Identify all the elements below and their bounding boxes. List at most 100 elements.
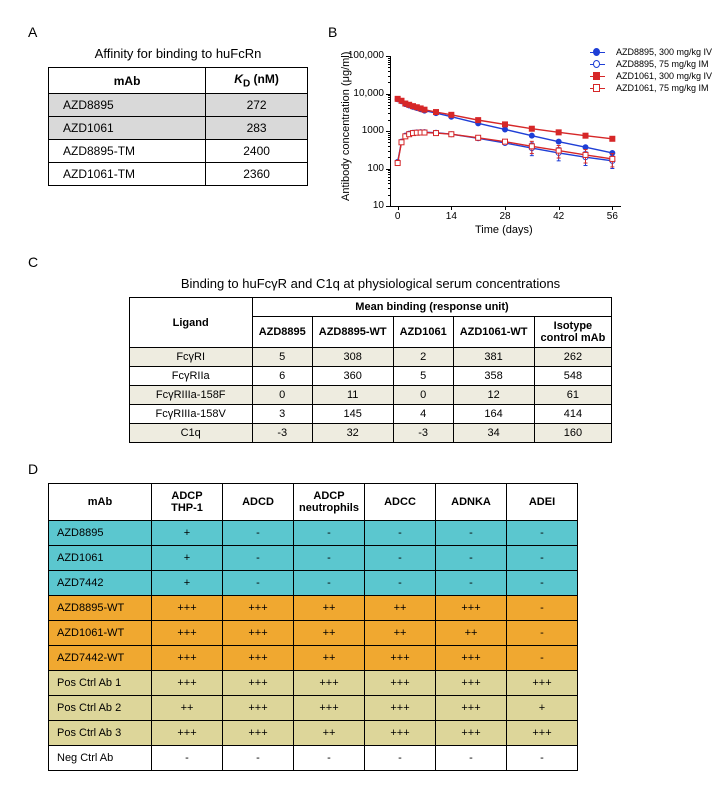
cell-value: ++ <box>294 596 365 621</box>
cell-value: 61 <box>534 386 612 405</box>
cell-kd: 2400 <box>206 140 308 163</box>
cell-value: - <box>365 746 436 771</box>
cell-value: - <box>294 571 365 596</box>
cell-kd: 283 <box>206 117 308 140</box>
cell-value: ++ <box>365 621 436 646</box>
cell-value: 5 <box>252 348 312 367</box>
cell-ligand: FcγRIIa <box>129 367 252 386</box>
panel-c: C Binding to huFcγR and C1q at physiolog… <box>28 254 693 443</box>
cell-ligand: C1q <box>129 424 252 443</box>
cell-value: 160 <box>534 424 612 443</box>
legend-label: AZD8895, 300 mg/kg IV <box>616 46 712 58</box>
table-c-row: FcγRI53082381262 <box>129 348 612 367</box>
table-a-row: AZD1061283 <box>49 117 308 140</box>
table-d-h1: ADCPTHP-1 <box>152 484 223 521</box>
cell-mab: AZD8895 <box>49 94 206 117</box>
cell-value: 381 <box>453 348 534 367</box>
cell-value: - <box>507 596 578 621</box>
cell-value: - <box>507 521 578 546</box>
cell-value: 358 <box>453 367 534 386</box>
cell-mab: AZD8895-WT <box>49 596 152 621</box>
cell-value: - <box>294 546 365 571</box>
cell-value: +++ <box>365 646 436 671</box>
cell-value: +++ <box>436 596 507 621</box>
top-row: A Affinity for binding to huFcRn mAb KD … <box>28 20 693 236</box>
x-axis-title: Time (days) <box>475 224 533 236</box>
table-c-col1: AZD8895 <box>252 317 312 348</box>
cell-value: ++ <box>294 721 365 746</box>
chart-b-svg <box>328 46 630 216</box>
table-a-row: AZD8895-TM2400 <box>49 140 308 163</box>
table-c-col3: AZD1061 <box>393 317 453 348</box>
table-c-header-ligand: Ligand <box>129 298 252 348</box>
cell-mab: Pos Ctrl Ab 1 <box>49 671 152 696</box>
table-c-col2: AZD8895-WT <box>312 317 393 348</box>
cell-mab: AZD1061 <box>49 117 206 140</box>
cell-value: ++ <box>294 621 365 646</box>
cell-value: - <box>294 521 365 546</box>
panel-a-title: Affinity for binding to huFcRn <box>48 46 308 61</box>
cell-value: ++ <box>436 621 507 646</box>
cell-value: - <box>365 571 436 596</box>
cell-value: +++ <box>365 671 436 696</box>
legend-item: AZD1061, 300 mg/kg IV <box>590 70 712 82</box>
panel-d: D mAb ADCPTHP-1 ADCD ADCPneutrophils ADC… <box>28 461 693 771</box>
legend-item: AZD8895, 300 mg/kg IV <box>590 46 712 58</box>
cell-value: - <box>294 746 365 771</box>
cell-value: +++ <box>223 646 294 671</box>
cell-value: 32 <box>312 424 393 443</box>
cell-value: - <box>223 571 294 596</box>
legend-item: AZD1061, 75 mg/kg IM <box>590 82 712 94</box>
cell-mab: AZD7442-WT <box>49 646 152 671</box>
panel-d-label: D <box>28 461 693 477</box>
table-a: mAb KD (nM) AZD8895272AZD1061283AZD8895-… <box>48 67 308 186</box>
cell-value: ++ <box>152 696 223 721</box>
panel-a: A Affinity for binding to huFcRn mAb KD … <box>28 20 308 186</box>
table-d-row: AZD8895+----- <box>49 521 578 546</box>
table-d-h4: ADCC <box>365 484 436 521</box>
cell-value: 34 <box>453 424 534 443</box>
cell-mab: AZD1061 <box>49 546 152 571</box>
panel-c-title: Binding to huFcγR and C1q at physiologic… <box>48 276 693 291</box>
cell-value: +++ <box>223 621 294 646</box>
cell-value: +++ <box>365 696 436 721</box>
legend-label: AZD8895, 75 mg/kg IM <box>616 58 709 70</box>
cell-value: - <box>507 621 578 646</box>
cell-value: +++ <box>365 721 436 746</box>
table-d-row: AZD8895-WT+++++++++++++- <box>49 596 578 621</box>
table-d-row: Pos Ctrl Ab 2+++++++++++++++ <box>49 696 578 721</box>
cell-ligand: FcγRIIIa-158V <box>129 405 252 424</box>
cell-value: - <box>507 646 578 671</box>
table-d-row: Neg Ctrl Ab------ <box>49 746 578 771</box>
cell-value: +++ <box>152 596 223 621</box>
cell-value: +++ <box>436 721 507 746</box>
cell-value: 548 <box>534 367 612 386</box>
table-c-col5: Isotypecontrol mAb <box>534 317 612 348</box>
cell-value: + <box>152 571 223 596</box>
cell-value: +++ <box>223 721 294 746</box>
cell-value: +++ <box>436 671 507 696</box>
table-d-row: Pos Ctrl Ab 3+++++++++++++++++ <box>49 721 578 746</box>
cell-value: - <box>436 521 507 546</box>
cell-value: - <box>365 521 436 546</box>
cell-mab: AZD8895-TM <box>49 140 206 163</box>
cell-ligand: FcγRI <box>129 348 252 367</box>
table-d-row: AZD7442-WT++++++++++++++- <box>49 646 578 671</box>
cell-value: +++ <box>223 696 294 721</box>
legend-label: AZD1061, 75 mg/kg IM <box>616 82 709 94</box>
cell-value: - <box>507 546 578 571</box>
table-d-h6: ADEI <box>507 484 578 521</box>
table-d-row: AZD1061-WT++++++++++++- <box>49 621 578 646</box>
table-a-header-mab: mAb <box>49 68 206 94</box>
table-d-h3: ADCPneutrophils <box>294 484 365 521</box>
cell-value: + <box>152 521 223 546</box>
panel-b: B 10100100010,000100,000014284256Antibod… <box>328 20 693 236</box>
cell-value: -3 <box>393 424 453 443</box>
panel-c-label: C <box>28 254 693 270</box>
cell-mab: AZD1061-WT <box>49 621 152 646</box>
cell-value: 11 <box>312 386 393 405</box>
table-c-col4: AZD1061-WT <box>453 317 534 348</box>
table-c-header-group: Mean binding (response unit) <box>252 298 612 317</box>
cell-value: ++ <box>365 596 436 621</box>
cell-value: +++ <box>223 671 294 696</box>
